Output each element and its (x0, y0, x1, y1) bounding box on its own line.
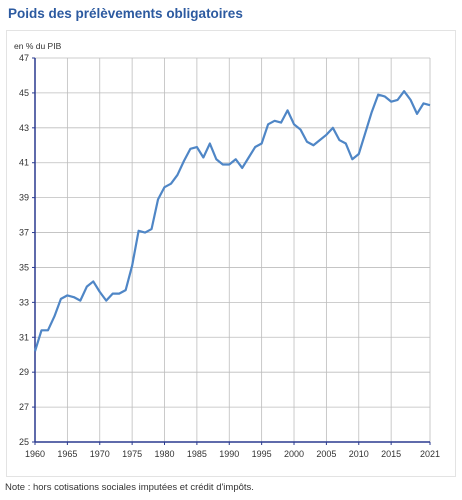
data-point (235, 158, 237, 160)
y-tick-label: 39 (19, 193, 29, 203)
y-tick-label: 25 (19, 437, 29, 447)
series-line (33, 90, 431, 352)
data-point (176, 174, 178, 176)
data-point (222, 163, 224, 165)
data-point (267, 123, 269, 125)
x-tick-label: 2010 (349, 449, 369, 459)
data-point (319, 139, 321, 141)
y-axis-ticks: 25 27 29 31 33 35 37 39 41 43 45 47 (19, 53, 35, 447)
data-point (364, 132, 366, 134)
data-point (40, 329, 42, 331)
data-point (280, 121, 282, 123)
x-tick-label: 1980 (154, 449, 174, 459)
data-point (183, 160, 185, 162)
chart-note: Note : hors cotisations sociales imputée… (5, 482, 254, 493)
data-point (345, 142, 347, 144)
x-tick-label: 1970 (90, 449, 110, 459)
y-tick-label: 29 (19, 367, 29, 377)
data-point (273, 120, 275, 122)
x-tick-label: 1960 (25, 449, 45, 459)
data-point (377, 94, 379, 96)
data-point (325, 134, 327, 136)
data-point (86, 286, 88, 288)
x-tick-label: 2000 (284, 449, 304, 459)
data-point (53, 315, 55, 317)
y-unit-label: en % du PIB (14, 41, 62, 51)
data-point (196, 146, 198, 148)
data-point (60, 298, 62, 300)
data-point (66, 294, 68, 296)
data-point (371, 111, 373, 113)
data-point (163, 186, 165, 188)
data-point (150, 228, 152, 230)
data-point (299, 128, 301, 130)
data-point (157, 198, 159, 200)
data-point (209, 142, 211, 144)
y-tick-label: 37 (19, 228, 29, 238)
x-tick-label: 2021 (420, 449, 440, 459)
y-tick-label: 35 (19, 262, 29, 272)
data-point (118, 293, 120, 295)
x-tick-label: 1985 (187, 449, 207, 459)
data-point (170, 183, 172, 185)
chart-title: Poids des prélèvements obligatoires (8, 6, 243, 21)
line-chart: en % du PIB 25 27 29 31 33 35 37 39 41 43 45 47 196… (14, 41, 440, 459)
chart-frame (6, 30, 456, 477)
x-tick-label: 1990 (219, 449, 239, 459)
y-tick-label: 45 (19, 88, 29, 98)
y-tick-label: 41 (19, 158, 29, 168)
data-point (99, 291, 101, 293)
data-point (105, 300, 107, 302)
grid-lines (35, 57, 431, 442)
data-point (403, 90, 405, 92)
data-point (73, 296, 75, 298)
data-point (34, 350, 36, 352)
data-point (338, 139, 340, 141)
data-point (241, 167, 243, 169)
data-point (384, 95, 386, 97)
data-points (34, 90, 431, 352)
x-tick-label: 2005 (316, 449, 336, 459)
data-point (47, 329, 49, 331)
data-point (397, 99, 399, 101)
data-point (92, 280, 94, 282)
data-point (422, 102, 424, 104)
y-tick-label: 31 (19, 332, 29, 342)
x-tick-label: 1975 (122, 449, 142, 459)
data-point (351, 158, 353, 160)
data-point (202, 156, 204, 158)
x-axis-ticks: 1960 1965 1970 1975 1980 1985 1990 1995 2000 2005… (25, 442, 440, 459)
data-point (254, 146, 256, 148)
data-point (248, 156, 250, 158)
data-point (215, 158, 217, 160)
y-tick-label: 27 (19, 402, 29, 412)
data-point (261, 142, 263, 144)
data-point (286, 109, 288, 111)
data-point (358, 153, 360, 155)
data-point (409, 99, 411, 101)
data-point (390, 101, 392, 103)
data-point (416, 113, 418, 115)
x-tick-label: 1965 (57, 449, 77, 459)
data-point (131, 265, 133, 267)
y-tick-label: 43 (19, 123, 29, 133)
data-point (293, 123, 295, 125)
data-point (112, 293, 114, 295)
data-point (138, 230, 140, 232)
data-point (429, 104, 431, 106)
data-point (312, 144, 314, 146)
data-point (144, 231, 146, 233)
data-point (306, 141, 308, 143)
data-point (228, 163, 230, 165)
x-tick-label: 1995 (252, 449, 272, 459)
data-point (125, 289, 127, 291)
y-tick-label: 33 (19, 297, 29, 307)
x-tick-label: 2015 (381, 449, 401, 459)
data-point (189, 148, 191, 150)
y-tick-label: 47 (19, 53, 29, 63)
data-point (79, 300, 81, 302)
data-point (332, 127, 334, 129)
